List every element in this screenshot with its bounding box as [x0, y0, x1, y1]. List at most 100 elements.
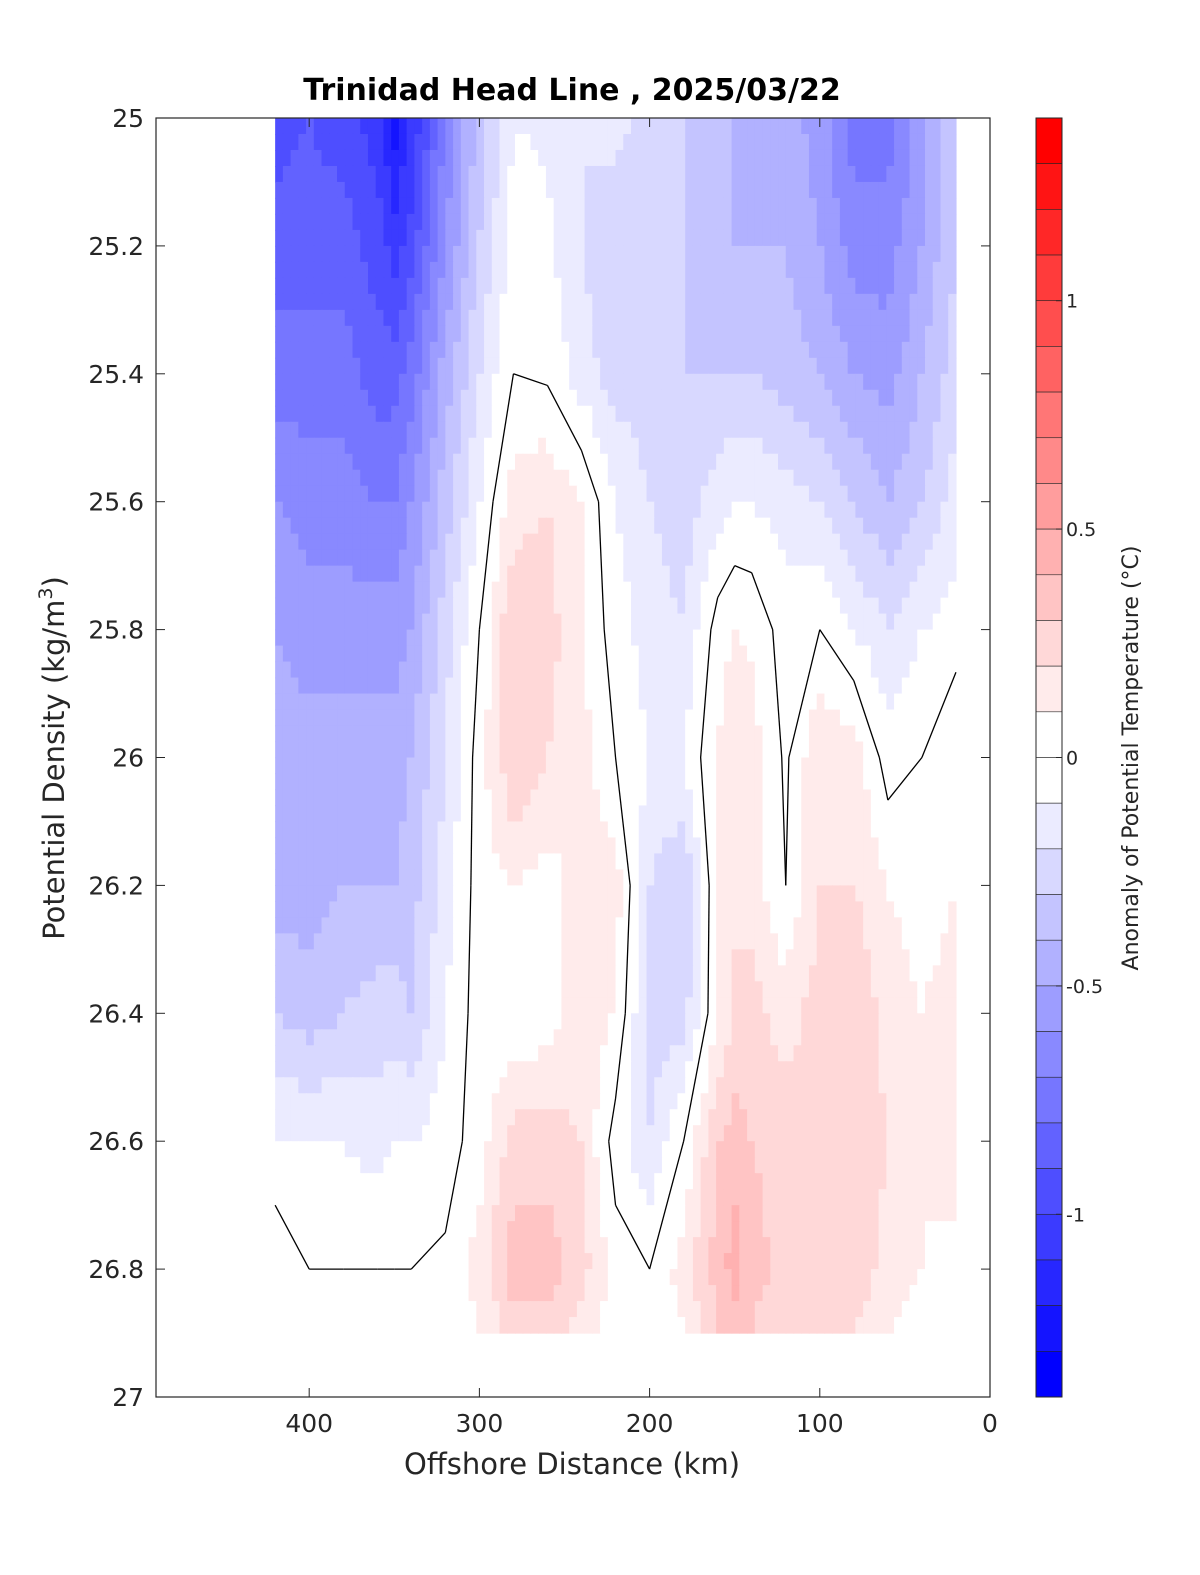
heatmap-cell	[886, 613, 895, 631]
heatmap-cell	[538, 837, 547, 855]
heatmap-cell	[476, 789, 485, 807]
heatmap-cell	[816, 485, 826, 503]
heatmap-cell	[638, 197, 648, 215]
heatmap-cell	[375, 197, 385, 215]
heatmap-cell	[770, 469, 779, 487]
heatmap-cell	[948, 885, 957, 902]
heatmap-cell	[708, 133, 717, 151]
heatmap-cell	[669, 757, 679, 775]
heatmap-cell	[530, 293, 539, 311]
heatmap-cell	[700, 277, 709, 295]
heatmap-cell	[298, 517, 307, 535]
heatmap-cell	[646, 341, 655, 359]
heatmap-cell	[932, 293, 942, 311]
heatmap-cell	[344, 869, 354, 886]
heatmap-cell	[429, 453, 439, 471]
heatmap-cell	[545, 165, 555, 183]
heatmap-cell	[514, 389, 524, 407]
heatmap-cell	[623, 613, 632, 631]
heatmap-cell	[530, 789, 539, 807]
heatmap-cell	[708, 997, 717, 1014]
heatmap-cell	[306, 965, 315, 982]
heatmap-cell	[870, 261, 880, 279]
heatmap-cell	[569, 693, 578, 711]
heatmap-cell	[716, 277, 725, 295]
heatmap-cell	[507, 789, 516, 807]
heatmap-cell	[383, 229, 392, 247]
heatmap-cell	[878, 773, 887, 791]
heatmap-cell	[808, 533, 818, 551]
heatmap-cell	[832, 853, 841, 871]
heatmap-cell	[894, 165, 903, 183]
heatmap-cell	[398, 805, 408, 823]
heatmap-cell	[600, 949, 609, 966]
heatmap-cell	[576, 885, 586, 902]
heatmap-cell	[538, 517, 547, 535]
heatmap-cell	[337, 693, 346, 711]
heatmap-cell	[553, 501, 562, 519]
heatmap-cell	[445, 118, 454, 135]
heatmap-cell	[569, 517, 578, 535]
heatmap-cell	[367, 165, 377, 183]
heatmap-cell	[925, 629, 934, 647]
heatmap-cell	[422, 309, 431, 327]
heatmap-cell	[886, 453, 895, 471]
heatmap-cell	[313, 341, 323, 359]
heatmap-cell	[832, 309, 841, 327]
heatmap-cell	[538, 549, 547, 567]
heatmap-cell	[321, 293, 330, 311]
heatmap-cell	[391, 213, 400, 231]
heatmap-cell	[739, 309, 748, 327]
heatmap-cell	[538, 709, 547, 727]
heatmap-cell	[367, 517, 377, 535]
heatmap-cell	[298, 1013, 307, 1030]
heatmap-cell	[367, 245, 377, 263]
heatmap-cell	[491, 453, 501, 471]
heatmap-cell	[576, 997, 586, 1014]
heatmap-cell	[894, 229, 903, 247]
heatmap-cell	[491, 917, 501, 934]
heatmap-cell	[391, 501, 400, 519]
heatmap-cell	[600, 149, 609, 167]
heatmap-cell	[476, 869, 485, 886]
heatmap-cell	[785, 757, 795, 775]
heatmap-cell	[367, 933, 377, 950]
heatmap-cell	[290, 837, 299, 855]
heatmap-cell	[839, 597, 849, 615]
heatmap-cell	[824, 341, 833, 359]
heatmap-cell	[530, 533, 539, 551]
heatmap-cell	[832, 453, 841, 471]
heatmap-cell	[832, 757, 841, 775]
heatmap-cell	[429, 661, 439, 679]
heatmap-cell	[863, 309, 872, 327]
heatmap-cell	[545, 118, 555, 135]
heatmap-cell	[553, 197, 562, 215]
heatmap-cell	[646, 245, 655, 263]
heatmap-cell	[499, 741, 508, 759]
heatmap-cell	[298, 453, 307, 471]
heatmap-cell	[739, 613, 748, 631]
heatmap-cell	[615, 421, 624, 439]
heatmap-cell	[538, 341, 547, 359]
heatmap-cell	[808, 613, 818, 631]
heatmap-cell	[290, 533, 299, 551]
heatmap-cell	[414, 453, 423, 471]
heatmap-cell	[538, 805, 547, 823]
heatmap-cell	[708, 293, 717, 311]
heatmap-cell	[522, 261, 532, 279]
heatmap-cell	[329, 245, 338, 263]
heatmap-cell	[832, 997, 841, 1014]
heatmap-cell	[545, 725, 555, 743]
heatmap-cell	[886, 997, 895, 1014]
heatmap-cell	[700, 965, 709, 982]
heatmap-cell	[832, 533, 841, 551]
heatmap-cell	[329, 341, 338, 359]
heatmap-cell	[855, 965, 864, 982]
heatmap-cell	[414, 613, 423, 631]
heatmap-cell	[344, 997, 354, 1014]
heatmap-cell	[275, 949, 284, 966]
heatmap-cell	[638, 613, 648, 631]
heatmap-cell	[499, 389, 508, 407]
heatmap-cell	[894, 309, 903, 327]
heatmap-cell	[708, 725, 717, 743]
